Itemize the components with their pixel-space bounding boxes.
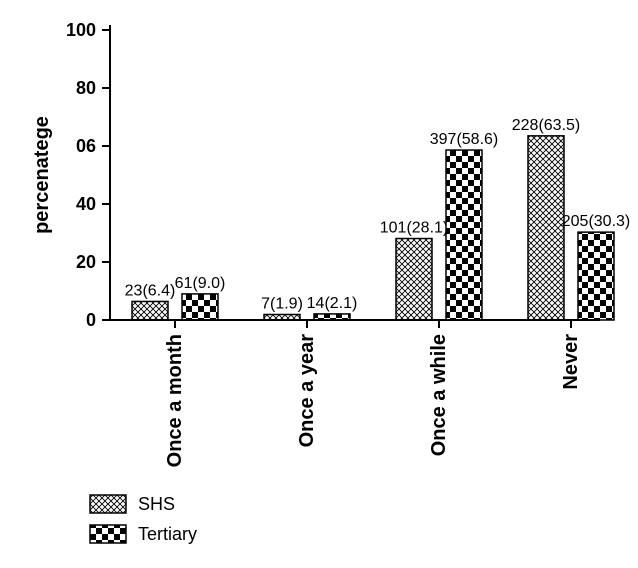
x-category-label: Once a while <box>428 334 450 456</box>
ytick-label: 06 <box>76 136 96 156</box>
y-axis-label: percenatege <box>31 116 53 234</box>
legend-swatch <box>90 525 126 543</box>
bar-value-label: 14(2.1) <box>307 295 358 312</box>
legend-swatch <box>90 495 126 513</box>
ytick-label: 40 <box>76 194 96 214</box>
bar-value-label: 7(1.9) <box>261 295 303 312</box>
chart-container: 0 20 40 06 80 100 percenatege 23(6.4)61(9.0) 7(1… <box>0 0 638 568</box>
bar-value-label: 397(58.6) <box>430 131 499 148</box>
legend-label: SHS <box>138 494 175 514</box>
ytick-label: 0 <box>86 310 96 330</box>
ytick-label: 20 <box>76 252 96 272</box>
bar-value-label: 205(30.3) <box>562 213 631 230</box>
bar-tertiary <box>446 150 482 320</box>
legend-label: Tertiary <box>138 524 197 544</box>
bar-chart: 0 20 40 06 80 100 percenatege 23(6.4)61(9.0) 7(1… <box>0 0 638 568</box>
bar-shs <box>132 301 168 320</box>
bar-value-label: 23(6.4) <box>125 282 176 299</box>
bar-value-label: 228(63.5) <box>512 117 581 134</box>
bar-value-label: 101(28.1) <box>380 220 449 237</box>
bar-value-label: 61(9.0) <box>175 275 226 292</box>
x-category-label: Once a month <box>164 334 186 467</box>
ytick-label: 80 <box>76 78 96 98</box>
bar-shs <box>396 239 432 320</box>
bar-shs <box>528 136 564 320</box>
ytick-label: 100 <box>66 20 96 40</box>
bar-tertiary <box>578 232 614 320</box>
x-category-label: Never <box>560 334 582 390</box>
x-category-label: Once a year <box>296 334 318 448</box>
bar-tertiary <box>182 294 218 320</box>
